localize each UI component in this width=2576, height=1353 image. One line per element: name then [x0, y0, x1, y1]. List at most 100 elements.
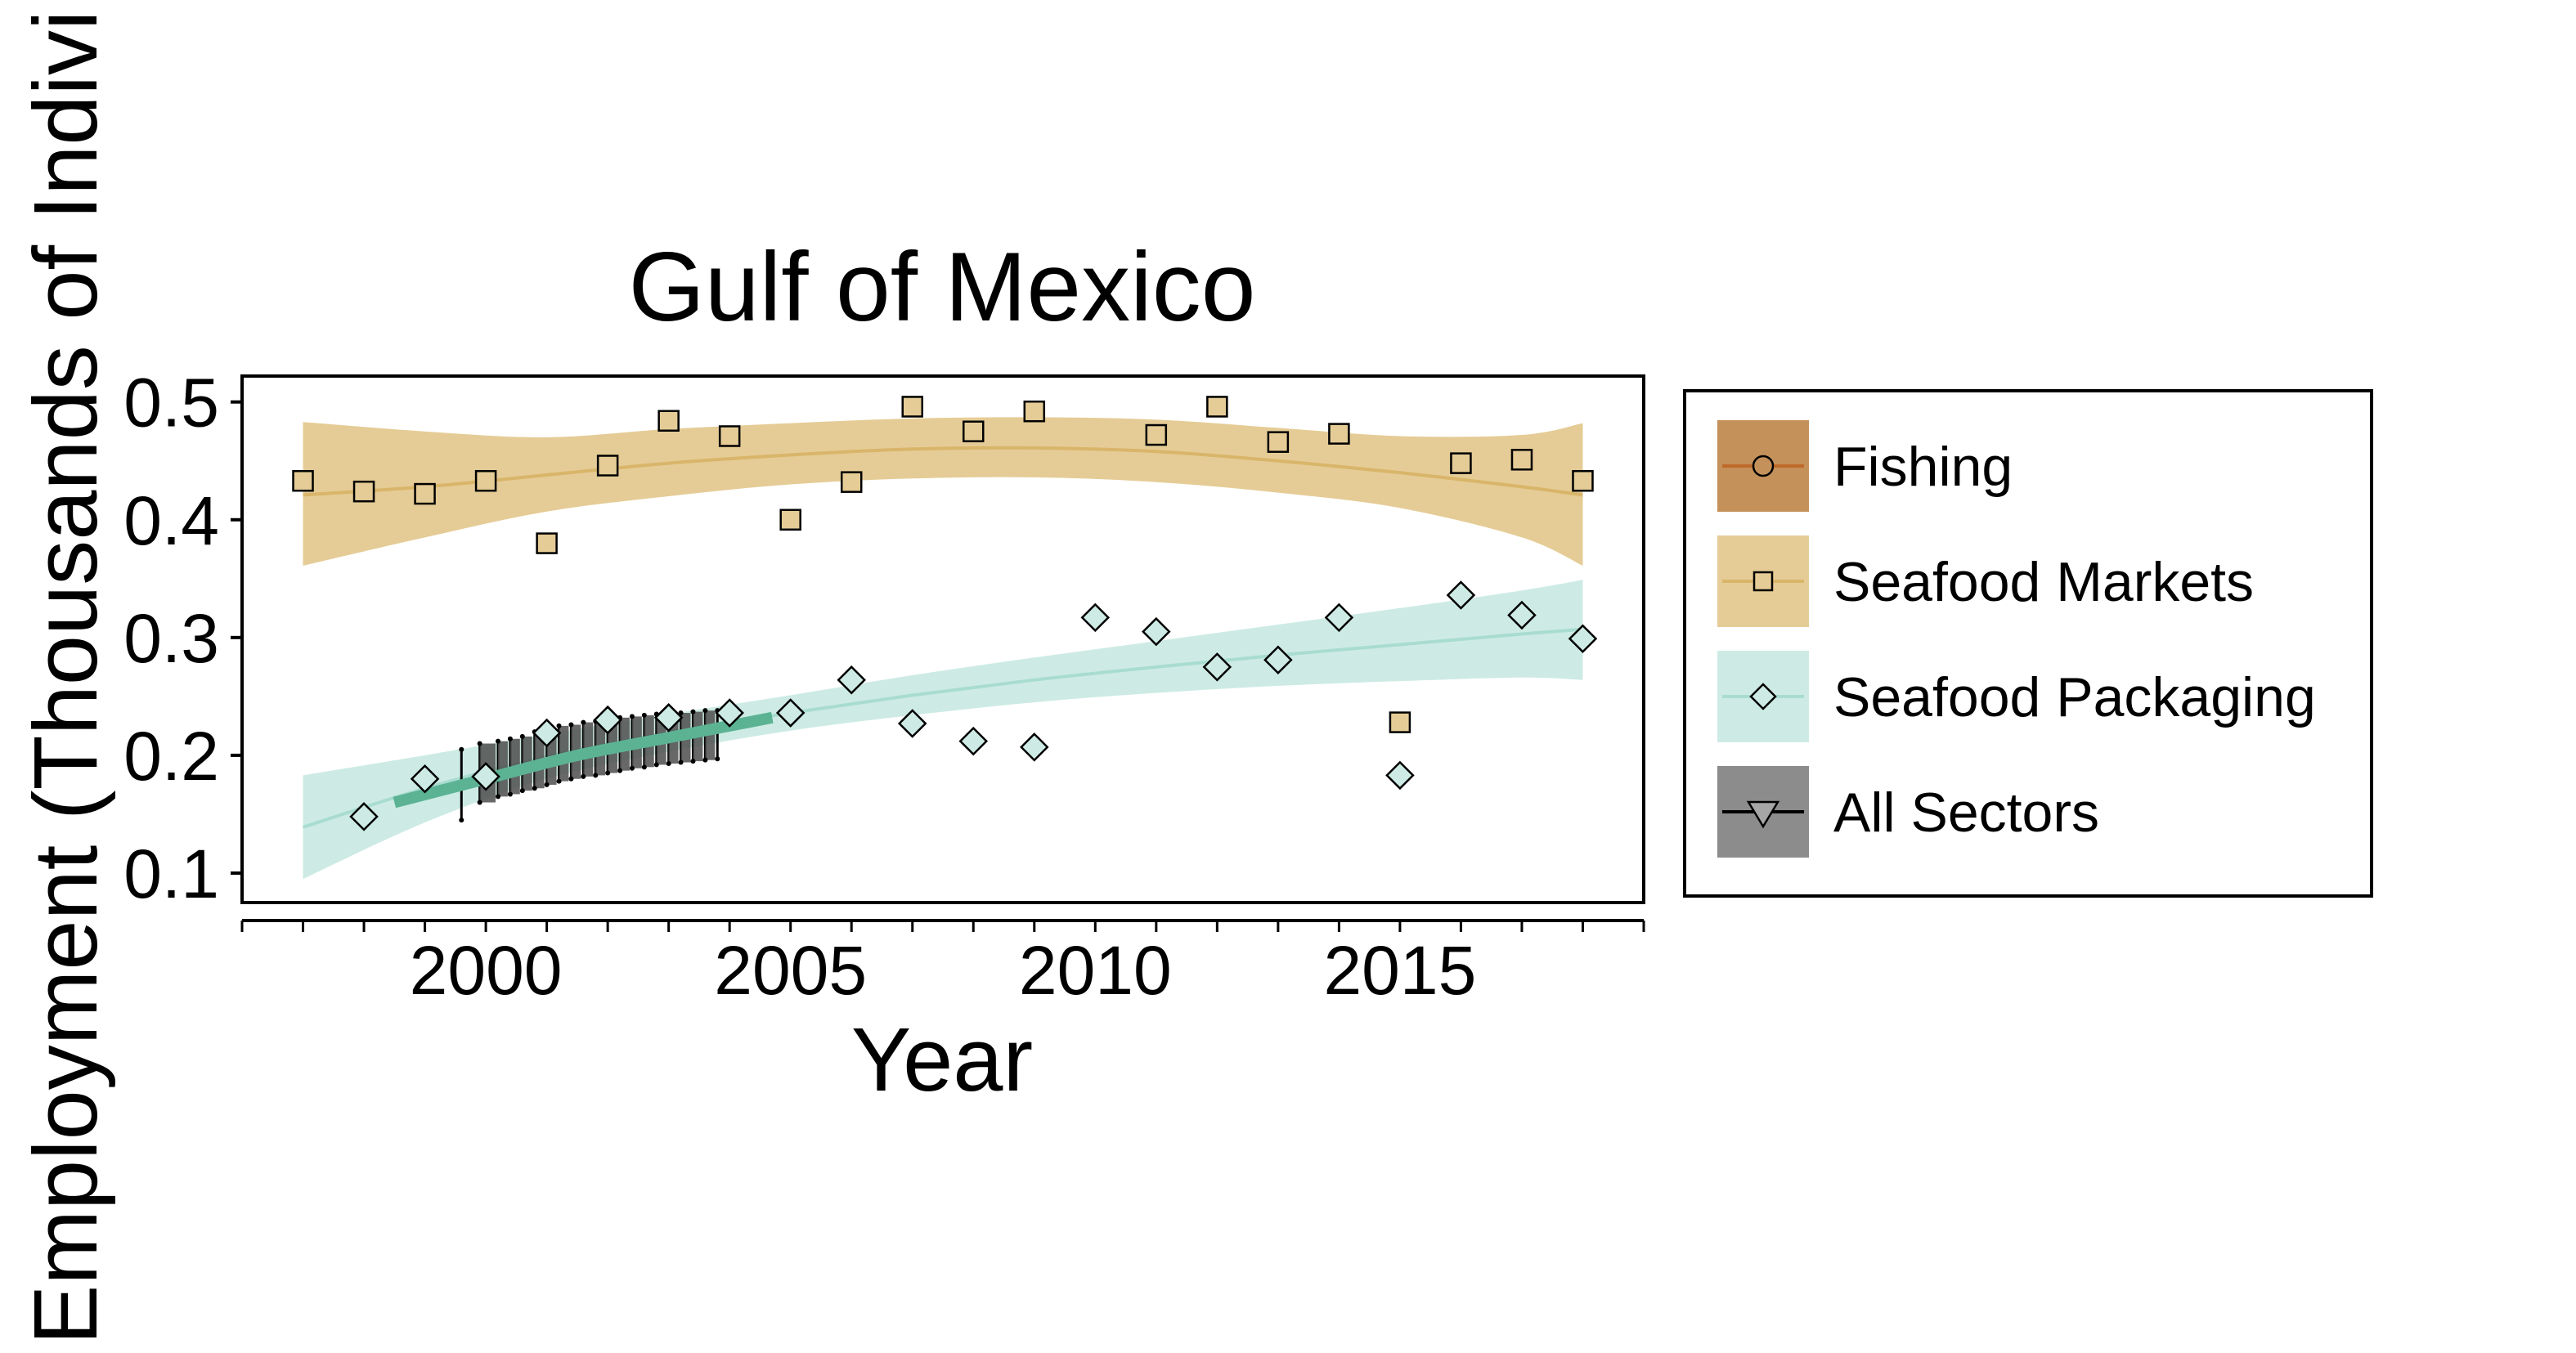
data-point-seafood-markets	[840, 471, 863, 493]
data-point-seafood-packaging	[837, 665, 866, 695]
data-point-seafood-packaging	[1385, 760, 1415, 791]
data-point-seafood-packaging	[1263, 645, 1293, 674]
all-sectors-range-cap	[702, 757, 708, 763]
all-sectors-range-cap	[507, 791, 513, 797]
data-point-seafood-packaging	[593, 705, 622, 735]
data-point-seafood-packaging	[1020, 733, 1049, 762]
data-point-seafood-packaging	[1507, 600, 1537, 630]
all-sectors-range-cap	[532, 786, 537, 791]
data-point-seafood-markets	[1328, 423, 1350, 445]
all-sectors-range-cap	[641, 764, 647, 770]
data-point-seafood-markets	[352, 480, 375, 503]
data-point-seafood-packaging	[471, 762, 500, 791]
all-sectors-range-cap	[459, 818, 464, 823]
all-sectors-range-cap	[568, 776, 574, 782]
all-sectors-range-cap	[702, 708, 708, 714]
y-axis-label: Employment (Thousands of Indivi	[16, 11, 116, 1345]
all-sectors-range-cap	[581, 773, 586, 779]
data-point-seafood-packaging	[715, 698, 744, 728]
data-point-seafood-markets	[901, 396, 923, 418]
data-point-seafood-packaging	[1568, 624, 1598, 654]
data-point-seafood-markets	[657, 410, 680, 432]
all-sectors-range-cap	[519, 733, 525, 739]
data-point-seafood-packaging	[775, 698, 806, 728]
x-axis-label: Year	[851, 1010, 1033, 1110]
all-sectors-range-cap	[629, 714, 635, 719]
data-point-seafood-markets	[474, 469, 497, 492]
data-point-seafood-packaging	[958, 726, 989, 756]
legend-label: Seafood Markets	[1833, 551, 2254, 613]
data-point-seafood-markets	[1145, 423, 1168, 446]
data-point-seafood-packaging	[1324, 603, 1354, 633]
data-point-seafood-packaging	[532, 718, 562, 748]
all-sectors-range-cap	[544, 782, 550, 787]
all-sectors-range-cap	[556, 723, 562, 728]
data-point-seafood-markets	[414, 482, 436, 505]
all-sectors-range-cap	[653, 762, 659, 768]
y-tick-label: 0.3	[123, 600, 219, 677]
data-point-seafood-markets	[1023, 400, 1046, 423]
data-point-seafood-markets	[1572, 469, 1594, 492]
data-point-seafood-packaging	[1142, 616, 1171, 647]
all-sectors-range-cap	[519, 788, 525, 794]
data-point-seafood-packaging	[349, 802, 379, 831]
legend-label: Seafood Packaging	[1833, 666, 2316, 728]
confidence-band-seafood-packaging	[303, 580, 1583, 880]
legend-marker-circle	[1752, 455, 1775, 477]
data-point-seafood-markets	[1510, 449, 1533, 471]
data-point-seafood-packaging	[897, 709, 927, 738]
all-sectors-range-cap	[605, 770, 611, 776]
all-sectors-range-cap	[678, 759, 684, 765]
data-point-seafood-markets	[779, 508, 801, 531]
trend-line-all-sectors	[393, 711, 774, 809]
data-point-seafood-packaging	[1202, 652, 1232, 682]
data-point-seafood-markets	[1389, 711, 1411, 733]
all-sectors-range-cap	[495, 794, 500, 800]
data-point-seafood-markets	[596, 455, 619, 477]
legend-marker-diamond	[1749, 683, 1777, 710]
all-sectors-range-cap	[581, 719, 586, 725]
all-sectors-range-cap	[568, 722, 574, 728]
all-sectors-range-cap	[617, 768, 623, 773]
data-point-seafood-markets	[1450, 452, 1472, 474]
legend-marker-square	[1752, 571, 1774, 592]
all-sectors-range-cap	[690, 709, 696, 715]
data-point-seafood-markets	[963, 420, 985, 442]
x-tick-label: 2005	[714, 932, 867, 1009]
y-tick-label: 0.4	[123, 482, 219, 559]
all-sectors-range-cap	[556, 778, 562, 784]
legend-marker-triangle	[1746, 800, 1780, 829]
chart-title: Gulf of Mexico	[629, 232, 1256, 342]
y-tick-label: 0.1	[123, 836, 219, 912]
data-point-seafood-packaging	[653, 703, 684, 733]
all-sectors-range-cap	[477, 800, 482, 805]
x-tick-label: 2010	[1019, 932, 1172, 1009]
all-sectors-range-cap	[641, 712, 647, 718]
all-sectors-range-cap	[495, 738, 500, 744]
all-sectors-range-cap	[507, 736, 513, 741]
data-point-seafood-markets	[1206, 396, 1228, 418]
data-point-seafood-packaging	[410, 764, 440, 794]
legend-label: All Sectors	[1833, 782, 2099, 844]
legend: Fishing Seafood Markets Seafood Packaging A…	[1683, 389, 2373, 898]
data-point-seafood-markets	[1267, 431, 1290, 453]
plot-frame	[240, 374, 1645, 904]
all-sectors-range-cap	[690, 759, 696, 764]
all-sectors-range-cap	[477, 741, 482, 746]
all-sectors-range-cap	[629, 765, 635, 771]
data-point-seafood-markets	[292, 469, 314, 492]
data-point-seafood-markets	[536, 532, 558, 554]
data-point-seafood-packaging	[1080, 603, 1111, 633]
y-tick-label: 0.5	[123, 365, 219, 441]
all-sectors-range-cap	[459, 746, 464, 752]
y-tick-label: 0.2	[123, 718, 219, 795]
confidence-band-seafood-markets	[303, 417, 1583, 566]
legend-label: Fishing	[1833, 436, 2013, 498]
data-point-seafood-markets	[718, 425, 741, 447]
all-sectors-range-cap	[666, 760, 671, 766]
x-tick-label: 2015	[1323, 932, 1476, 1009]
data-point-seafood-packaging	[1446, 580, 1476, 610]
all-sectors-range-cap	[593, 773, 599, 778]
